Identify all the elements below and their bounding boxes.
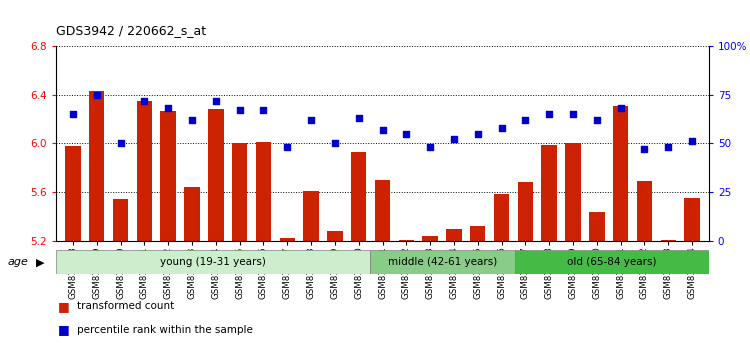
Text: ▶: ▶ [36,257,44,267]
Point [567,111,579,117]
Point [91,92,103,97]
Bar [65,146,81,241]
Point [233,108,245,113]
Point [638,147,650,152]
Point [67,111,79,117]
Text: percentile rank within the sample: percentile rank within the sample [77,325,253,335]
Bar [470,226,485,241]
Point [328,141,340,146]
Bar [89,91,104,241]
Point [496,125,508,131]
Text: age: age [8,257,28,267]
Point [591,117,603,123]
Point [543,111,555,117]
Text: ■: ■ [58,324,70,336]
Bar [256,142,272,241]
Text: ■: ■ [58,300,70,313]
Point [400,131,412,136]
Bar [280,238,295,241]
Bar [375,180,390,241]
Point [472,131,484,136]
Text: transformed count: transformed count [77,301,175,311]
Point [305,117,317,123]
Point [186,117,198,123]
Bar [542,144,557,241]
Point [138,98,150,103]
Point [210,98,222,103]
Bar [160,110,176,241]
Bar [184,187,200,241]
Point [686,138,698,144]
Bar [398,240,414,241]
Bar [494,194,509,241]
Point [115,141,127,146]
Bar [327,231,343,241]
Bar [351,152,367,241]
Text: GDS3942 / 220662_s_at: GDS3942 / 220662_s_at [56,24,206,37]
Bar [446,229,462,241]
Bar [303,191,319,241]
Bar [112,199,128,241]
Bar [56,250,370,274]
Point [352,115,364,121]
Bar [589,211,604,241]
Text: old (65-84 years): old (65-84 years) [567,257,657,267]
Bar [518,182,533,241]
Bar [637,181,652,241]
Text: middle (42-61 years): middle (42-61 years) [388,257,497,267]
Point [162,105,174,111]
Bar [232,143,248,241]
Bar [422,236,438,241]
Point [424,144,436,150]
Bar [661,240,676,241]
Point [448,137,460,142]
Bar [684,198,700,241]
Text: young (19-31 years): young (19-31 years) [160,257,266,267]
Bar [136,101,152,241]
Point [376,127,388,132]
Bar [566,143,580,241]
Point [662,144,674,150]
Bar [613,105,628,241]
Bar [370,250,515,274]
Point [281,144,293,150]
Point [257,108,269,113]
Bar [208,109,224,241]
Point [615,105,627,111]
Bar [515,250,709,274]
Point [520,117,532,123]
